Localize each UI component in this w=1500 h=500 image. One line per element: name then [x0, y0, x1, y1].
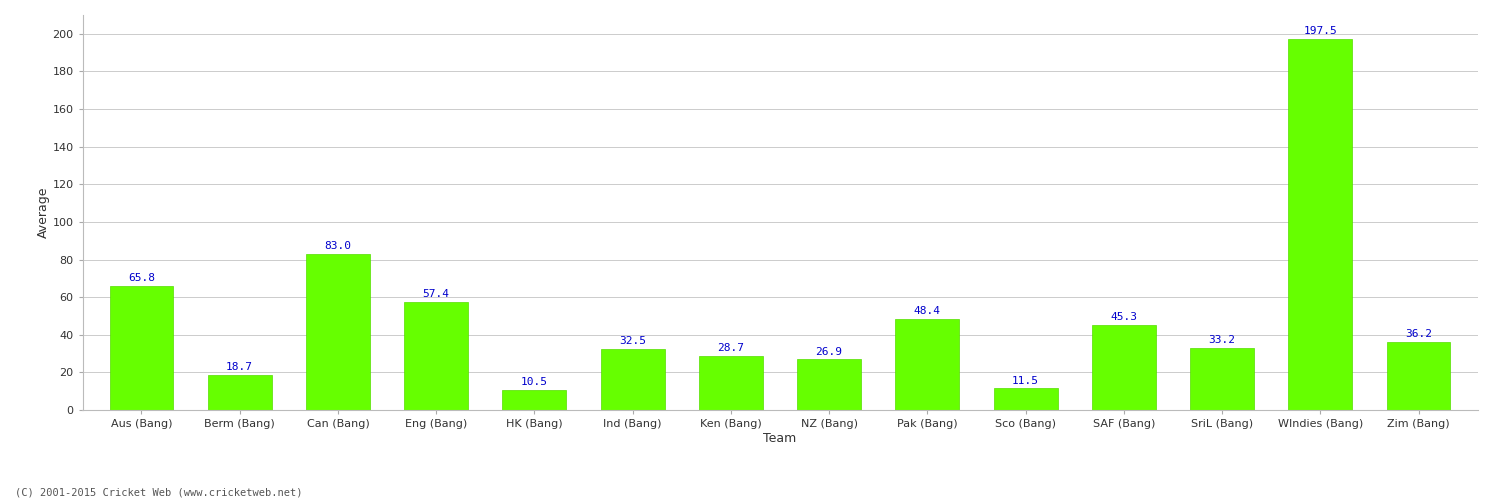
- Text: 36.2: 36.2: [1406, 329, 1432, 339]
- Bar: [993, 388, 1058, 410]
- Text: 48.4: 48.4: [914, 306, 940, 316]
- Bar: [699, 356, 764, 410]
- Text: 83.0: 83.0: [324, 241, 351, 251]
- Bar: [503, 390, 567, 410]
- Text: 45.3: 45.3: [1110, 312, 1137, 322]
- Text: 28.7: 28.7: [717, 343, 744, 353]
- Bar: [209, 375, 272, 410]
- Bar: [110, 286, 174, 410]
- Bar: [600, 349, 664, 410]
- Bar: [1190, 348, 1254, 410]
- Bar: [1288, 38, 1352, 410]
- Text: 33.2: 33.2: [1209, 334, 1236, 344]
- Text: 197.5: 197.5: [1304, 26, 1336, 36]
- Bar: [796, 360, 861, 410]
- Bar: [306, 254, 370, 410]
- Text: 11.5: 11.5: [1013, 376, 1040, 386]
- Text: 26.9: 26.9: [816, 346, 843, 356]
- Text: 10.5: 10.5: [520, 378, 548, 388]
- Bar: [1092, 325, 1156, 410]
- Text: 57.4: 57.4: [423, 289, 450, 299]
- Text: 65.8: 65.8: [128, 274, 154, 283]
- Text: 32.5: 32.5: [620, 336, 646, 346]
- Bar: [404, 302, 468, 410]
- Bar: [1386, 342, 1450, 410]
- Y-axis label: Average: Average: [36, 186, 50, 238]
- Text: 18.7: 18.7: [226, 362, 254, 372]
- Text: (C) 2001-2015 Cricket Web (www.cricketweb.net): (C) 2001-2015 Cricket Web (www.cricketwe…: [15, 488, 303, 498]
- Bar: [896, 319, 960, 410]
- X-axis label: Team: Team: [764, 432, 796, 445]
